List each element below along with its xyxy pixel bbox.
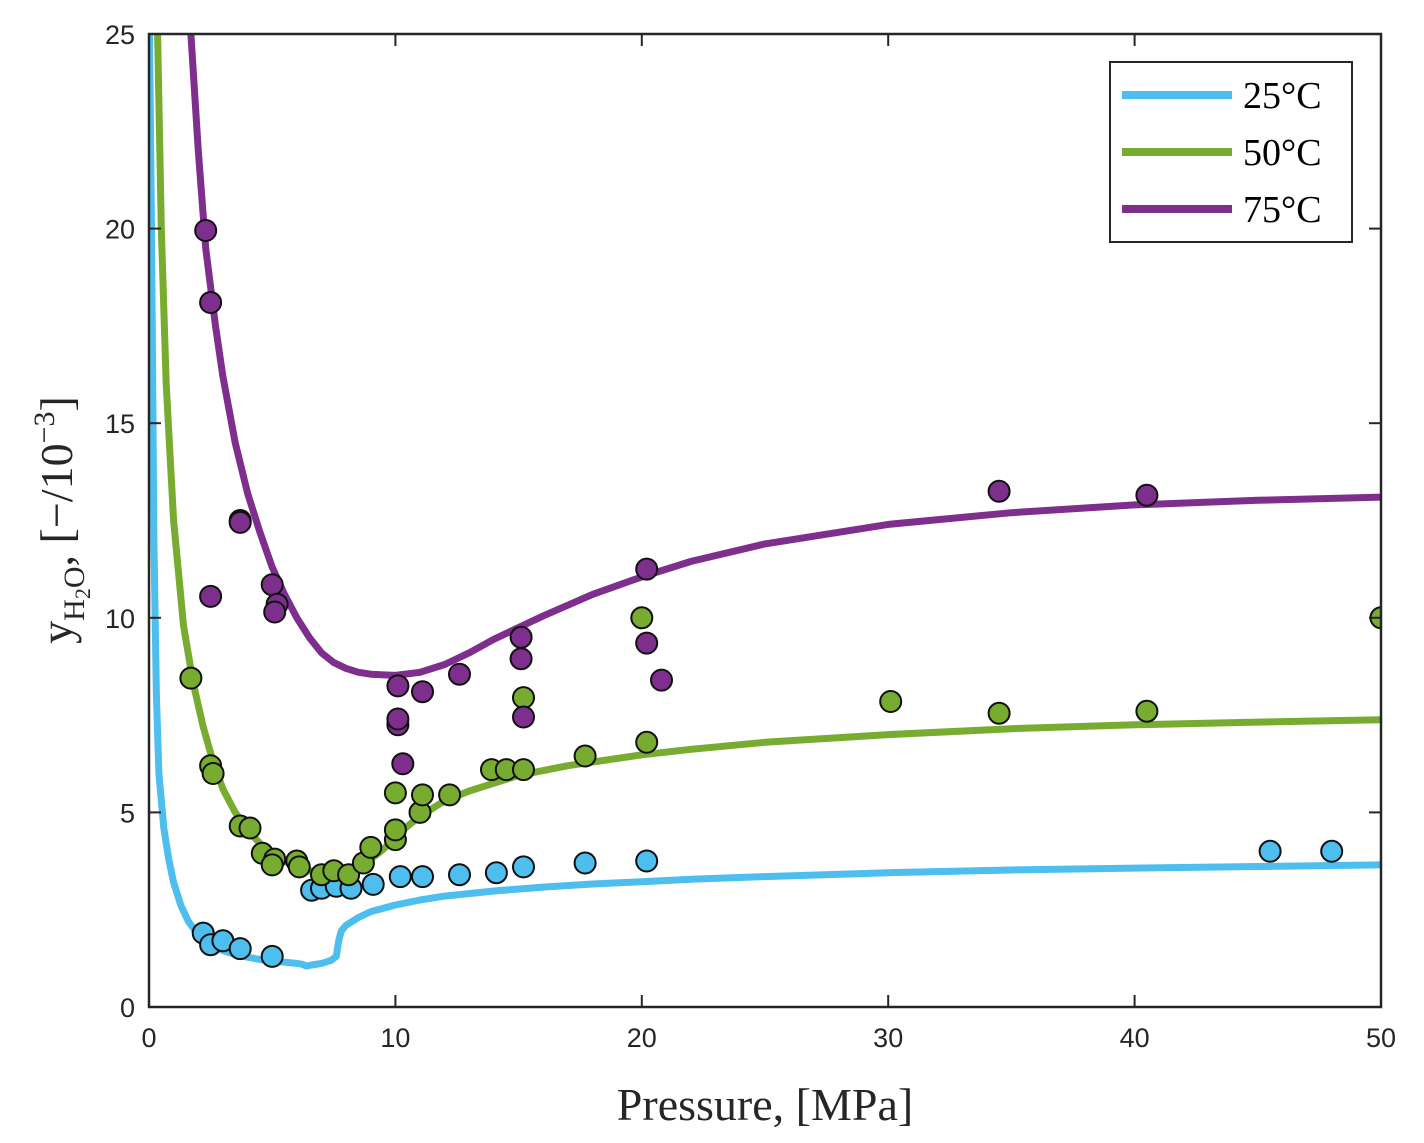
data-point-75c (386, 707, 410, 731)
data-point-75c (386, 674, 410, 698)
y-tick-label: 0 (120, 993, 135, 1023)
data-point-50c (987, 701, 1011, 725)
data-point-50c (359, 835, 383, 859)
data-point-50c (1135, 699, 1159, 723)
axis-ticks: 0 10 20 30 40 50 0 5 10 15 20 25 (105, 20, 1396, 1053)
data-point-75c (635, 557, 659, 581)
y-axis-symbol: y (31, 621, 82, 644)
data-point-50c (879, 690, 903, 713)
legend-label-50c: 50°C (1243, 132, 1322, 174)
data-point-25c (361, 872, 385, 896)
data-point-75c (260, 573, 284, 597)
data-point-25c (512, 855, 535, 879)
y-tick-label: 5 (120, 798, 135, 828)
data-point-50c (411, 783, 434, 807)
data-point-50c (573, 744, 597, 768)
x-axis-title: Pressure, [MPa] (617, 1079, 913, 1130)
data-point-75c (509, 625, 533, 649)
data-point-50c (630, 606, 654, 630)
data-point-75c (228, 510, 252, 534)
y-axis-subscript-end: O (58, 566, 91, 588)
x-tick-label: 10 (380, 1023, 410, 1053)
y-axis-title: yH2O, [−/10−3] (28, 396, 95, 644)
data-point-75c (987, 479, 1011, 503)
data-point-75c (199, 291, 223, 314)
data-point-50c (337, 863, 361, 887)
data-point-50c (179, 666, 203, 690)
x-tick-label: 40 (1120, 1023, 1150, 1053)
data-point-50c (260, 853, 284, 877)
data-point-75c (448, 662, 471, 686)
y-tick-label: 20 (105, 215, 135, 245)
data-point-75c (650, 668, 673, 692)
data-point-50c (201, 762, 225, 785)
data-point-75c (199, 584, 223, 608)
legend-label-25c: 25°C (1243, 75, 1322, 117)
data-point-25c (260, 944, 284, 968)
data-point-25c (1258, 839, 1282, 863)
y-tick-label: 10 (105, 604, 135, 634)
data-point-25c (411, 865, 434, 889)
data-point-75c (263, 600, 287, 624)
data-point-50c (383, 781, 407, 805)
data-point-25c (228, 937, 252, 961)
y-axis-subscript-digit: 2 (70, 588, 95, 599)
legend: 25°C 50°C 75°C (1109, 61, 1353, 243)
data-point-75c (635, 631, 659, 655)
legend-label-75c: 75°C (1243, 189, 1322, 231)
y-axis-units-prefix: , [−/10 (31, 443, 82, 566)
data-point-50c (238, 816, 262, 840)
data-point-25c (573, 851, 597, 875)
series-line-75c (187, 34, 1381, 679)
data-point-25c (1320, 839, 1344, 863)
y-tick-label: 25 (105, 20, 135, 50)
data-point-50c (512, 758, 535, 782)
data-point-25c (388, 865, 412, 889)
x-tick-label: 0 (141, 1023, 156, 1053)
data-point-50c (383, 818, 407, 842)
axes-box (147, 32, 1383, 1009)
y-axis-units-suffix: ] (31, 396, 82, 411)
data-point-25c (635, 849, 659, 873)
data-point-75c (391, 752, 415, 776)
data-point-75c (512, 705, 535, 729)
x-tick-label: 50 (1366, 1023, 1396, 1053)
plot-area (149, 34, 1381, 970)
data-point-25c (448, 863, 471, 887)
y-tick-label: 15 (105, 409, 135, 439)
data-point-50c (512, 686, 535, 710)
data-point-50c (635, 730, 659, 754)
data-point-25c (484, 861, 508, 885)
data-point-50c (438, 783, 462, 807)
series-line-25c (149, 34, 1381, 970)
data-point-50c (287, 855, 311, 879)
data-point-75c (194, 219, 218, 242)
data-point-75c (509, 647, 533, 671)
data-point-75c (1135, 483, 1159, 507)
y-axis-subscript-main: H (58, 599, 91, 621)
x-tick-label: 20 (627, 1023, 657, 1053)
y-axis-units-exponent: −3 (28, 412, 61, 444)
x-tick-label: 30 (873, 1023, 903, 1053)
data-point-75c (411, 680, 434, 704)
